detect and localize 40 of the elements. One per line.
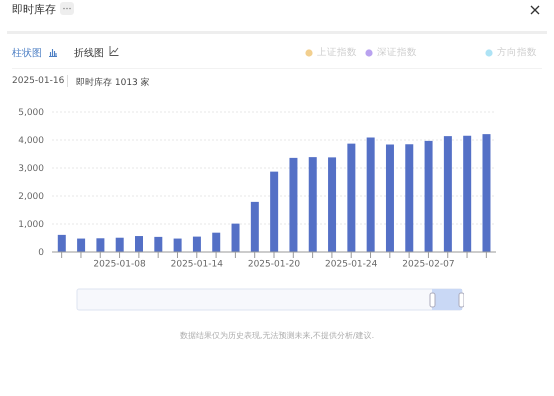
text: 即时库存 1013 家 <box>76 76 150 89</box>
bar <box>328 157 336 252</box>
bar <box>116 238 124 252</box>
chart-title: 即时库存 <box>12 2 56 17</box>
x-tick-label: 2025-02-07 <box>402 259 455 270</box>
bar <box>289 158 298 252</box>
bar <box>444 136 452 252</box>
y-tick-label: 1,000 <box>18 220 44 230</box>
y-tick-label: 4,000 <box>18 136 44 146</box>
text: 柱状图 <box>12 46 42 60</box>
text: 折线图 <box>74 46 104 60</box>
bar <box>212 232 220 252</box>
x-tick-label: 2025-01-08 <box>93 259 146 270</box>
bar <box>405 144 414 252</box>
bar <box>463 136 472 252</box>
bar <box>347 144 356 252</box>
bar <box>308 157 317 252</box>
bar <box>386 144 394 252</box>
x-tick-label: 2025-01-24 <box>325 259 378 270</box>
text: 2025-01-16 <box>12 76 64 86</box>
bar <box>232 224 240 252</box>
x-tick-label: 2025-01-14 <box>170 259 224 270</box>
y-tick-label: 3,000 <box>18 164 44 174</box>
x-tick-label: 2025-01-20 <box>248 259 300 270</box>
bar <box>482 134 490 252</box>
bar <box>192 236 201 252</box>
bar <box>270 172 278 252</box>
bar <box>250 202 259 252</box>
bar <box>96 238 104 252</box>
bar <box>135 236 144 252</box>
y-tick-label: 5,000 <box>18 108 44 118</box>
bar <box>174 238 182 252</box>
bar <box>424 140 433 252</box>
bar <box>154 236 162 252</box>
text: 数据结果仅为历史表现,无法预测未来,不提供分析/建议. <box>178 330 376 341</box>
y-tick-label: 0 <box>38 248 44 258</box>
bar <box>58 234 66 252</box>
y-tick-label: 2,000 <box>18 192 44 202</box>
bar <box>77 238 86 252</box>
bar <box>366 137 375 252</box>
